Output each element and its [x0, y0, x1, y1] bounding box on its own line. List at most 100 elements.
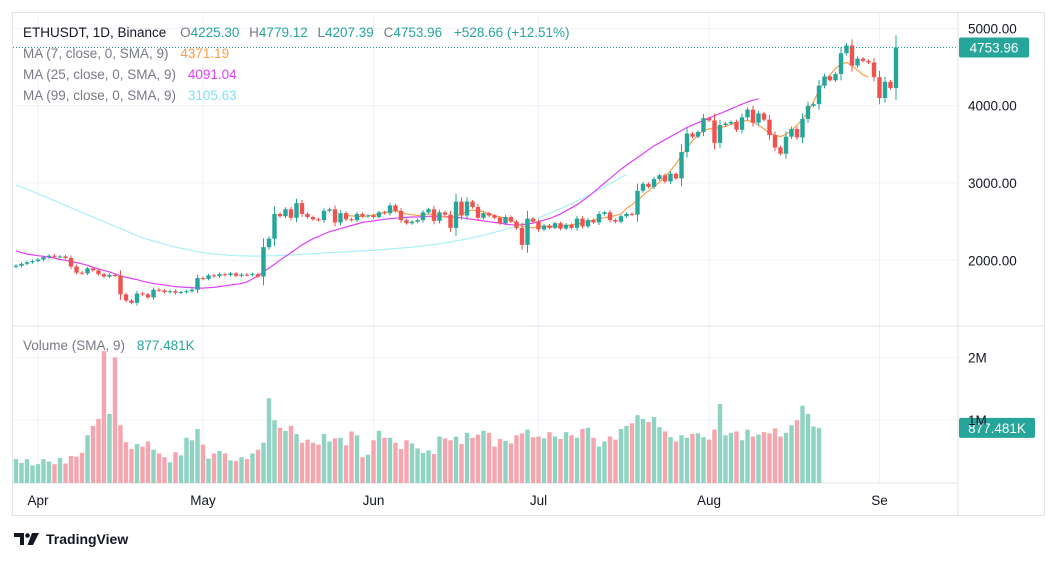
candle-body: [794, 128, 800, 138]
candle-body: [497, 217, 503, 224]
candle-body: [343, 213, 349, 220]
volume-bar: [382, 437, 387, 483]
chart-canvas[interactable]: 4753.96 877.481K 2000.00 3000.00 4000.00 500…: [13, 13, 1044, 515]
volume-bar: [228, 460, 233, 483]
candle-body: [833, 74, 838, 81]
volume-bar: [272, 420, 277, 483]
tradingview-logo[interactable]: TradingView: [14, 531, 128, 547]
candle-body: [277, 213, 283, 217]
volume-bar: [519, 433, 525, 483]
candle-body: [338, 213, 343, 223]
candle-body: [349, 219, 354, 221]
volume-bar: [794, 420, 800, 483]
high-value: 4779.12: [258, 25, 308, 40]
volume-bar: [789, 425, 794, 483]
symbol-legend[interactable]: ETHUSDT, 1D, Binance O4225.30 H4779.12 L…: [23, 25, 570, 40]
ma99-line: [15, 174, 627, 257]
ma25-legend[interactable]: MA (25, close, 0, SMA, 9) 4091.04: [23, 67, 237, 82]
candle-body: [618, 216, 624, 222]
candle-body: [536, 221, 541, 230]
candle-body: [475, 206, 481, 218]
volume-bar: [409, 443, 415, 483]
volume-bar: [332, 438, 338, 483]
close-label: C: [383, 25, 394, 40]
volume-bar: [371, 440, 376, 483]
volume-bar: [695, 433, 701, 483]
candle-body: [761, 113, 767, 120]
candle-body: [404, 220, 409, 224]
volume-bar: [85, 435, 90, 483]
candle-body: [679, 152, 684, 179]
candle-body: [46, 255, 52, 258]
volume-bar: [255, 449, 261, 483]
volume-bar: [321, 434, 327, 483]
volume-bar: [585, 427, 591, 483]
volume-bar: [717, 403, 723, 483]
candle-body: [800, 118, 805, 138]
volume-bar: [41, 459, 46, 483]
ma99-legend[interactable]: MA (99, close, 0, SMA, 9) 3105.63: [23, 88, 237, 103]
candle-body: [244, 274, 250, 276]
last-volume-tag-label: 877.481K: [968, 421, 1026, 436]
candle-body: [200, 278, 206, 280]
volume-bar: [415, 448, 420, 483]
candle-body: [893, 47, 899, 88]
candle-body: [767, 119, 772, 136]
volume-bar: [112, 357, 118, 483]
candle-body: [739, 117, 745, 130]
volume-bar: [57, 457, 63, 483]
volume-bar: [470, 437, 475, 483]
volume-bar: [475, 434, 481, 483]
volume-bar: [19, 462, 24, 483]
candle-body: [206, 275, 211, 279]
candle-body: [646, 183, 651, 187]
volume-legend[interactable]: Volume (SMA, 9) 877.481K: [23, 338, 195, 353]
candle-body: [354, 213, 360, 221]
volume-bar: [74, 456, 79, 483]
volume-bar: [393, 442, 398, 483]
candle-body: [112, 274, 118, 276]
symbol-label: ETHUSDT, 1D, Binance: [23, 25, 167, 40]
volume-bar: [536, 436, 541, 483]
candle-body: [239, 274, 244, 276]
candle-body: [503, 217, 508, 224]
candlesticks: [13, 35, 899, 306]
volume-bar: [574, 437, 580, 483]
volume-bar: [486, 432, 492, 483]
volume-bar: [387, 437, 393, 483]
candle-body: [464, 201, 470, 216]
volume-bar: [701, 437, 706, 483]
volume-bar: [541, 438, 547, 483]
volume-bar: [151, 449, 156, 483]
candle-body: [195, 278, 200, 290]
volume-bar: [690, 434, 695, 483]
ma99-label: MA (99, close, 0, SMA, 9): [23, 88, 177, 103]
candle-body: [211, 275, 217, 277]
volume-bar: [448, 440, 453, 483]
ma7-label: MA (7, close, 0, SMA, 9): [23, 46, 169, 61]
volume-bar: [261, 442, 266, 483]
volume-bar: [514, 435, 519, 483]
candle-body: [849, 45, 855, 66]
volume-bar: [140, 446, 145, 483]
candle-body: [123, 294, 129, 301]
volume-bar: [723, 435, 728, 483]
candle-body: [222, 274, 228, 276]
tradingview-logo-icon: [14, 533, 39, 545]
volume-bar: [673, 441, 679, 483]
volume-bar: [706, 439, 712, 483]
volume-bar: [552, 436, 558, 483]
candle-body: [316, 219, 321, 221]
high-label: H: [249, 25, 259, 40]
candle-body: [184, 291, 189, 293]
candle-body: [596, 213, 602, 223]
volume-bar: [745, 429, 750, 483]
volume-bar: [761, 432, 767, 483]
volume-bar: [624, 425, 629, 483]
volume-bar: [420, 452, 426, 483]
low-label: L: [317, 25, 326, 40]
time-tick-label: Se: [871, 493, 888, 508]
volume-bar: [90, 425, 96, 483]
ma7-legend[interactable]: MA (7, close, 0, SMA, 9) 4371.19: [23, 46, 229, 61]
volume-bar: [646, 422, 651, 483]
